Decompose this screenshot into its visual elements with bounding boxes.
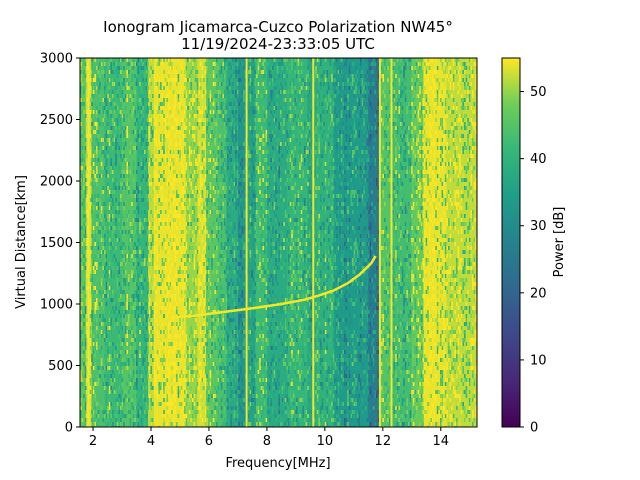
x-tick-label: 4 xyxy=(147,434,155,449)
chart-subtitle: 11/19/2024-23:33:05 UTC xyxy=(181,35,375,53)
heatmap-band xyxy=(237,58,249,427)
heatmap-band xyxy=(136,58,149,427)
y-tick-label: 2000 xyxy=(40,175,73,190)
heatmap-band xyxy=(379,58,392,427)
colorbar-ticks: 0 10 20 30 40 50 xyxy=(520,85,547,436)
colorbar-label: Power [dB] xyxy=(552,207,567,278)
colorbar: 0 10 20 30 40 50 Power [dB] xyxy=(501,57,567,436)
y-tick-label: 0 xyxy=(65,421,73,436)
colorbar-tick-label: 40 xyxy=(530,152,547,167)
y-tick-label: 2500 xyxy=(40,113,73,128)
y-axis-label: Virtual Distance[km] xyxy=(14,175,29,309)
x-tick-label: 2 xyxy=(89,434,97,449)
heatmap-band xyxy=(226,58,239,427)
colorbar-tick-label: 10 xyxy=(530,353,547,368)
vertical-interference-lines xyxy=(87,58,393,427)
y-tick-label: 500 xyxy=(48,359,73,374)
ionospheric-trace xyxy=(171,255,377,319)
heatmap-band xyxy=(307,58,317,427)
colorbar-tick-label: 50 xyxy=(530,85,547,100)
y-tick-label: 1500 xyxy=(40,236,73,251)
colorbar-tick-label: 30 xyxy=(530,219,547,234)
x-tick-label: 6 xyxy=(205,434,213,449)
chart-title: Ionogram Jicamarca-Cuzco Polarization NW… xyxy=(103,18,453,36)
heatmap-band xyxy=(197,58,207,427)
colorbar-gradient xyxy=(501,57,521,428)
x-axis: 2 4 6 8 10 12 14 xyxy=(89,427,449,449)
y-tick-label: 3000 xyxy=(40,52,73,67)
x-tick-label: 8 xyxy=(263,434,271,449)
x-axis-label: Frequency[MHz] xyxy=(225,456,330,471)
heatmap-band xyxy=(368,58,381,427)
heatmap-noise xyxy=(80,58,477,427)
plot-area xyxy=(79,57,478,428)
y-tick-label: 1000 xyxy=(40,298,73,313)
colorbar-tick-label: 0 xyxy=(530,421,538,436)
heatmap-band xyxy=(206,58,218,427)
x-tick-label: 10 xyxy=(317,434,334,449)
x-tick-label: 12 xyxy=(375,434,392,449)
colorbar-tick-label: 20 xyxy=(530,286,547,301)
x-tick-label: 14 xyxy=(433,434,450,449)
y-axis: 0 500 1000 1500 2000 2500 3000 xyxy=(40,52,80,436)
